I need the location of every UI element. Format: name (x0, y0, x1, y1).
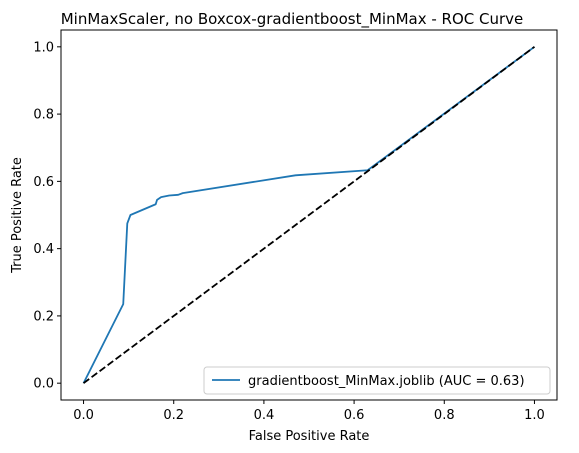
y-tick-label: 0.6 (33, 175, 54, 190)
plot-lines (82, 46, 535, 384)
y-axis: 0.0 0.2 0.4 0.6 0.8 1.0 (33, 40, 61, 392)
x-axis-label: False Positive Rate (249, 429, 370, 444)
y-tick-label: 0.2 (33, 309, 54, 324)
legend-box (203, 366, 551, 395)
x-tick-label: 0.2 (163, 408, 184, 423)
y-axis-label: True Positive Rate (10, 157, 25, 274)
x-tick-label: 1.0 (524, 408, 545, 423)
y-tick-label: 0.8 (33, 108, 54, 123)
x-tick-label: 0.8 (434, 408, 455, 423)
x-tick-label: 0.6 (344, 408, 365, 423)
roc-curve-line (82, 46, 535, 384)
y-tick-label: 0.0 (33, 377, 54, 392)
chance-diagonal-line (83, 46, 535, 384)
y-tick-label: 1.0 (33, 40, 54, 55)
x-tick-label: 0.0 (73, 408, 94, 423)
x-tick-label: 0.4 (254, 408, 275, 423)
legend: gradientboost_MinMax.joblib (AUC = 0.63) (203, 366, 551, 395)
legend-entry-label: gradientboost_MinMax.joblib (AUC = 0.63) (248, 374, 525, 389)
plot-frame (60, 29, 558, 401)
chart-title: MinMaxScaler, no Boxcox-gradientboost_Mi… (61, 10, 524, 29)
x-axis: 0.0 0.2 0.4 0.6 0.8 1.0 (73, 400, 545, 423)
y-tick-label: 0.4 (33, 242, 54, 257)
